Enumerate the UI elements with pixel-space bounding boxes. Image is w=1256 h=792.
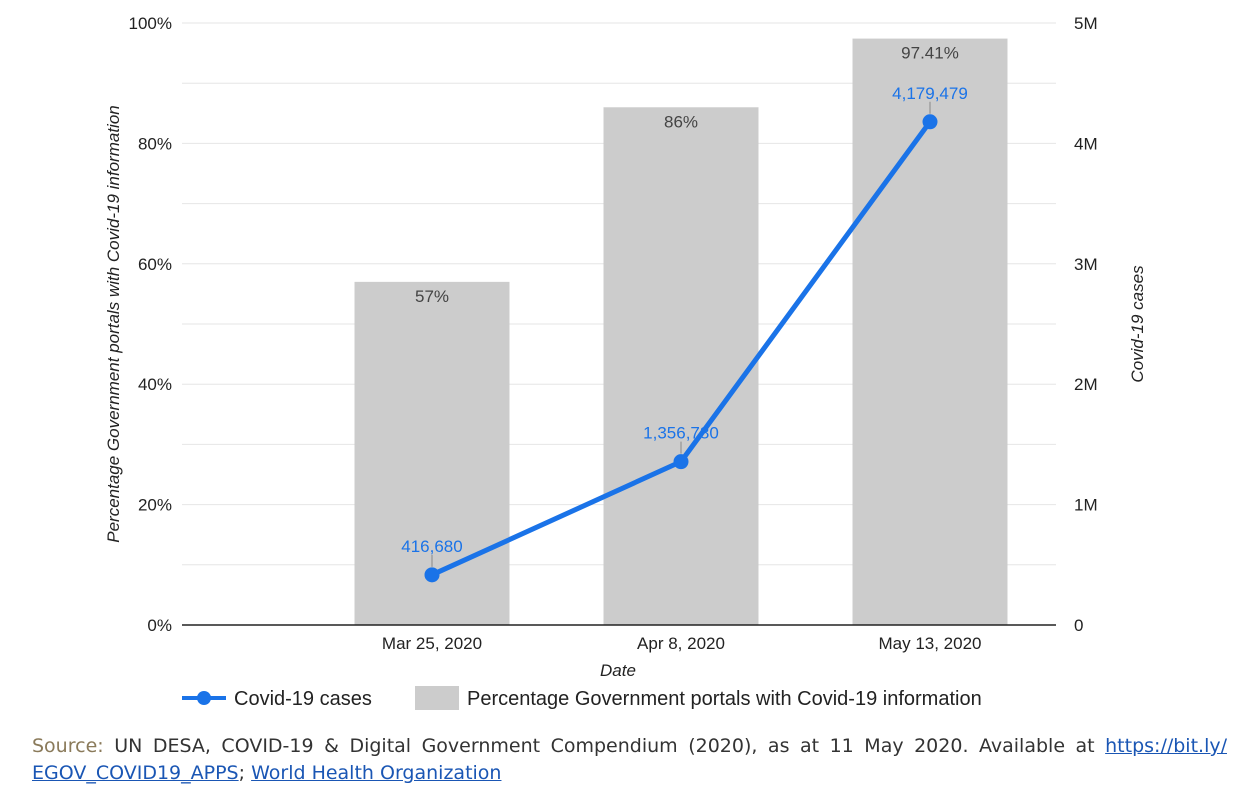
cases-value-label: 4,179,479 (892, 84, 968, 103)
bar-value-label: 86% (664, 112, 698, 131)
right-axis-title: Covid-19 cases (1128, 265, 1147, 383)
x-axis-title: Date (600, 661, 636, 680)
left-tick-label: 100% (129, 14, 172, 33)
left-tick-label: 20% (138, 496, 172, 515)
right-tick-label: 4M (1074, 134, 1098, 153)
cases-point (424, 567, 440, 583)
who-link[interactable]: World Health Organization (251, 762, 502, 784)
cases-line-series (424, 114, 938, 583)
cases-point (922, 114, 938, 130)
legend-bar-swatch (415, 686, 459, 710)
right-tick-label: 2M (1074, 375, 1098, 394)
bars (354, 38, 1008, 626)
right-tick-label: 3M (1074, 255, 1098, 274)
right-y-axis: 0 1M 2M 3M 4M 5M (1074, 14, 1098, 635)
x-tick-label: Apr 8, 2020 (637, 634, 725, 653)
source-label: Source: (32, 735, 104, 757)
cases-labels: 416,680 1,356,780 4,179,479 (401, 84, 968, 567)
source-note: Source: UN DESA, COVID-19 & Digital Gove… (32, 733, 1227, 787)
left-axis-title: Percentage Government portals with Covid… (104, 105, 123, 543)
source-text: UN DESA, COVID-19 & Digital Government C… (103, 735, 1106, 757)
source-link[interactable]: https://bit.ly/ EGOV_COVID19_APPS (32, 735, 1227, 784)
x-tick-label: May 13, 2020 (878, 634, 981, 653)
legend-line-marker (197, 691, 211, 705)
x-tick-label: Mar 25, 2020 (382, 634, 482, 653)
legend-portals-label: Percentage Government portals with Covid… (467, 688, 982, 710)
cases-value-label: 416,680 (401, 537, 462, 556)
x-axis: Mar 25, 2020 Apr 8, 2020 May 13, 2020 (182, 624, 1056, 653)
cases-point (673, 454, 689, 470)
legend-cases-label: Covid-19 cases (234, 688, 372, 710)
left-tick-label: 40% (138, 375, 172, 394)
cases-value-label: 1,356,780 (643, 424, 719, 443)
bar (603, 107, 759, 625)
left-y-axis: 0% 20% 40% 60% 80% 100% (129, 14, 172, 635)
left-tick-label: 80% (138, 134, 172, 153)
right-tick-label: 0 (1074, 616, 1083, 635)
legend: Covid-19 cases Percentage Government por… (182, 686, 982, 710)
right-tick-label: 1M (1074, 496, 1098, 515)
bar-value-label: 97.41% (901, 44, 959, 63)
left-tick-label: 0% (147, 616, 172, 635)
source-separator: ; (238, 762, 252, 784)
combo-chart: Mar 25, 2020 Apr 8, 2020 May 13, 2020 0% 20… (104, 14, 1147, 710)
bar-labels: 57% 86% 97.41% (415, 44, 959, 306)
bar-value-label: 57% (415, 287, 449, 306)
left-tick-label: 60% (138, 255, 172, 274)
right-tick-label: 5M (1074, 14, 1098, 33)
bar (852, 38, 1008, 626)
